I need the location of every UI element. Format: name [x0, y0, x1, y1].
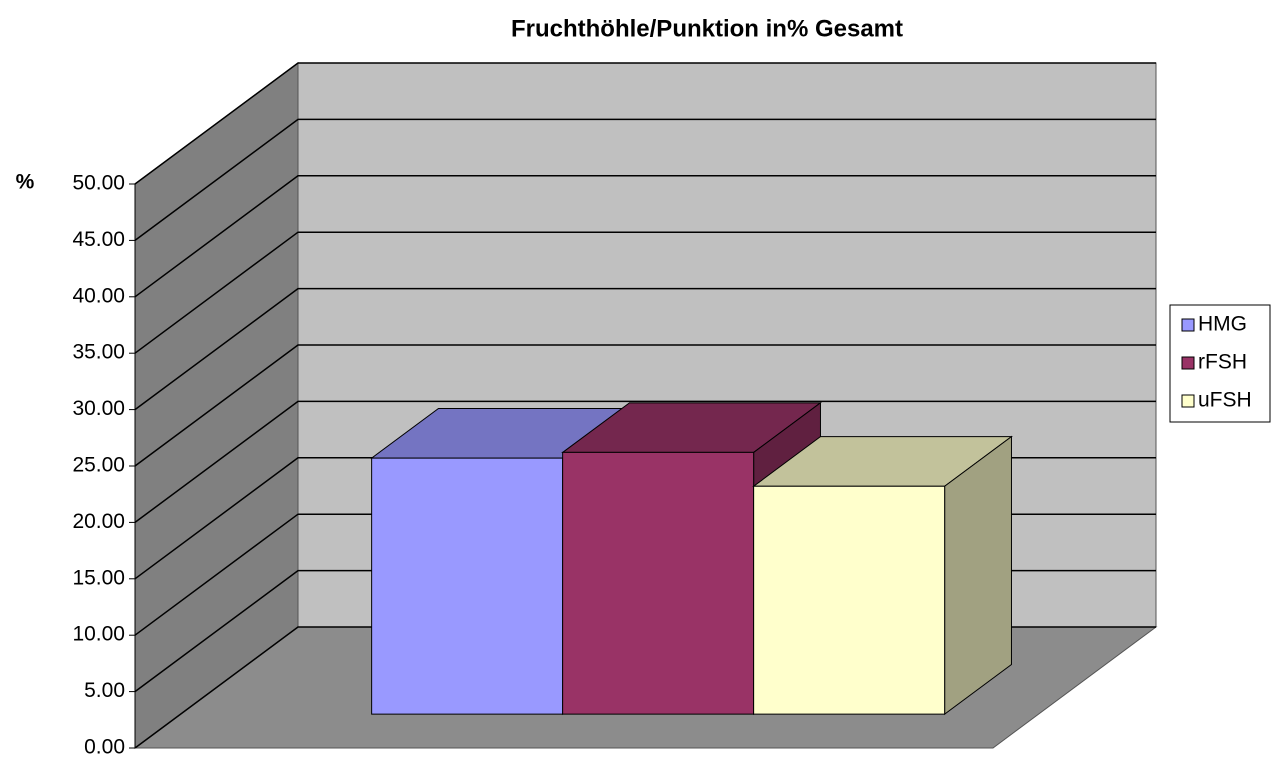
- grid-line: [134, 175, 1156, 298]
- y-tick-label: 0.00: [84, 736, 125, 759]
- bar-side: [944, 435, 1012, 716]
- y-axis-label: %: [16, 171, 35, 194]
- bar: [371, 457, 564, 715]
- chart-title: Fruchthöhle/Punktion in% Gesamt: [511, 15, 903, 42]
- y-tick-label: 5.00: [84, 679, 125, 702]
- grid-line: [134, 231, 1156, 354]
- legend-label: rFSH: [1198, 351, 1247, 374]
- y-tick-label: 40.00: [72, 284, 125, 307]
- bar: [753, 485, 946, 715]
- grid-line: [134, 62, 1156, 185]
- y-tick-label: 20.00: [72, 510, 125, 533]
- y-tick-label: 45.00: [72, 228, 125, 251]
- grid-line: [134, 118, 1156, 242]
- bar: [562, 451, 755, 715]
- legend-swatch: [1181, 356, 1195, 370]
- grid-line: [134, 344, 1156, 467]
- grid-line: [134, 400, 1156, 524]
- legend-label: HMG: [1198, 313, 1247, 336]
- y-tick-label: 30.00: [72, 397, 125, 420]
- y-tick-label: 35.00: [72, 341, 125, 364]
- legend-swatch: [1181, 394, 1195, 408]
- legend-label: uFSH: [1198, 389, 1252, 412]
- legend-swatch: [1181, 318, 1195, 332]
- y-tick-label: 10.00: [72, 623, 125, 646]
- grid-line: [134, 287, 1156, 411]
- y-tick-label: 25.00: [72, 454, 125, 477]
- y-tick-label: 50.00: [72, 172, 125, 195]
- y-tick-label: 15.00: [72, 566, 125, 589]
